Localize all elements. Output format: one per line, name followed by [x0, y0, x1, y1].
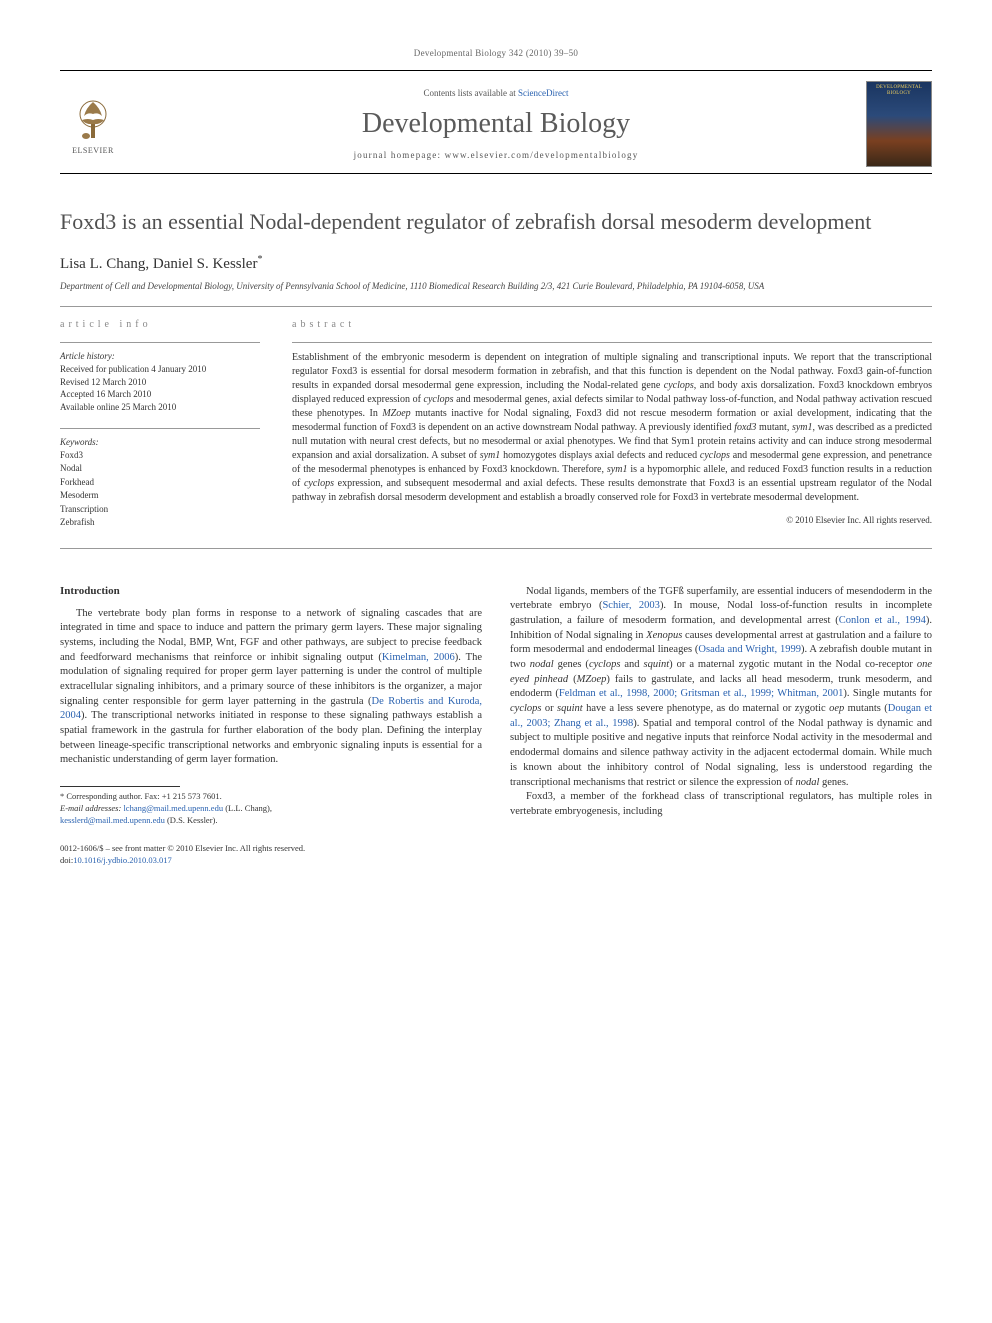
info-top-rule	[60, 306, 932, 307]
cover-label-bottom: BIOLOGY	[887, 91, 911, 96]
keywords-label: Keywords:	[60, 437, 260, 447]
abstract-bottom-rule	[60, 548, 932, 549]
doi-link[interactable]: 10.1016/j.ydbio.2010.03.017	[73, 855, 171, 865]
masthead-bottom-rule	[60, 173, 932, 174]
article-info-column: article info Article history: Received f…	[60, 319, 260, 529]
history-received: Received for publication 4 January 2010	[60, 363, 260, 376]
article-history-label: Article history:	[60, 351, 260, 361]
email-who-1: (L.L. Chang),	[223, 803, 272, 813]
email-line-2: kesslerd@mail.med.upenn.edu (D.S. Kessle…	[60, 815, 482, 827]
article-history-block: Received for publication 4 January 2010 …	[60, 363, 260, 413]
doi-prefix: doi:	[60, 855, 73, 865]
cover-label-top: DEVELOPMENTAL	[876, 85, 922, 90]
abstract-rule	[292, 342, 932, 343]
keyword-item: Foxd3	[60, 449, 260, 463]
body-column-right: Nodal ligands, members of the TGFß super…	[510, 585, 932, 867]
info-abstract-row: article info Article history: Received f…	[60, 319, 932, 529]
elsevier-tree-icon	[68, 94, 118, 144]
ref-derobertis-kuroda-2004[interactable]: De Robertis and Kuroda, 2004	[60, 696, 482, 722]
history-accepted: Accepted 16 March 2010	[60, 388, 260, 401]
abstract-heading: abstract	[292, 319, 932, 330]
abstract-text: Establishment of the embryonic mesoderm …	[292, 351, 932, 505]
affiliation: Department of Cell and Developmental Bio…	[60, 281, 932, 293]
email-line: E-mail addresses: lchang@mail.med.upenn.…	[60, 803, 482, 815]
history-revised: Revised 12 March 2010	[60, 376, 260, 389]
body-columns: Introduction The vertebrate body plan fo…	[60, 585, 932, 867]
article-title: Foxd3 is an essential Nodal-dependent re…	[60, 208, 932, 236]
ref-conlon-1994[interactable]: Conlon et al., 1994	[839, 615, 926, 626]
keywords-list: Foxd3 Nodal Forkhead Mesoderm Transcript…	[60, 449, 260, 530]
footnotes-rule	[60, 786, 180, 787]
intro-paragraph-3: Foxd3, a member of the forkhead class of…	[510, 790, 932, 819]
footnotes: * Corresponding author. Fax: +1 215 573 …	[60, 791, 482, 827]
homepage-url: www.elsevier.com/developmentalbiology	[445, 150, 639, 160]
masthead-center: Contents lists available at ScienceDirec…	[126, 88, 866, 160]
journal-homepage: journal homepage: www.elsevier.com/devel…	[138, 150, 854, 160]
authors-names: Lisa L. Chang, Daniel S. Kessler	[60, 256, 257, 272]
intro-paragraph-1: The vertebrate body plan forms in respon…	[60, 607, 482, 769]
journal-name: Developmental Biology	[138, 108, 854, 140]
ref-feldman-etal[interactable]: Feldman et al., 1998, 2000; Gritsman et …	[559, 688, 844, 699]
intro-paragraph-2: Nodal ligands, members of the TGFß super…	[510, 585, 932, 791]
journal-cover-label: DEVELOPMENTAL BIOLOGY	[867, 85, 931, 96]
email-who-2: (D.S. Kessler).	[165, 815, 218, 825]
abstract-copyright: © 2010 Elsevier Inc. All rights reserved…	[292, 515, 932, 525]
corresponding-author-note: * Corresponding author. Fax: +1 215 573 …	[60, 791, 482, 803]
ref-schier-2003[interactable]: Schier, 2003	[602, 600, 659, 611]
elsevier-logo: ELSEVIER	[60, 88, 126, 160]
running-header: Developmental Biology 342 (2010) 39–50	[60, 48, 932, 58]
article-info-heading: article info	[60, 319, 260, 330]
elsevier-wordmark: ELSEVIER	[72, 146, 114, 155]
abstract-column: abstract Establishment of the embryonic …	[292, 319, 932, 529]
author-marker: *	[257, 254, 262, 265]
front-matter-line: 0012-1606/$ – see front matter © 2010 El…	[60, 843, 482, 855]
homepage-prefix: journal homepage:	[354, 150, 445, 160]
history-online: Available online 25 March 2010	[60, 401, 260, 414]
authors: Lisa L. Chang, Daniel S. Kessler*	[60, 254, 932, 273]
keyword-item: Nodal	[60, 462, 260, 476]
page-root: Developmental Biology 342 (2010) 39–50 E…	[0, 0, 992, 907]
body-text-right: Nodal ligands, members of the TGFß super…	[510, 585, 932, 820]
body-text-left: The vertebrate body plan forms in respon…	[60, 607, 482, 769]
keyword-item: Zebrafish	[60, 516, 260, 530]
email-label: E-mail addresses:	[60, 803, 121, 813]
ref-osada-wright-1999[interactable]: Osada and Wright, 1999	[698, 644, 801, 655]
doi-line: doi:10.1016/j.ydbio.2010.03.017	[60, 855, 482, 867]
email-link-1[interactable]: lchang@mail.med.upenn.edu	[123, 803, 223, 813]
keyword-item: Mesoderm	[60, 489, 260, 503]
keyword-item: Forkhead	[60, 476, 260, 490]
email-link-2[interactable]: kesslerd@mail.med.upenn.edu	[60, 815, 165, 825]
body-column-left: Introduction The vertebrate body plan fo…	[60, 585, 482, 867]
copyright-footer: 0012-1606/$ – see front matter © 2010 El…	[60, 843, 482, 867]
journal-cover-thumbnail: DEVELOPMENTAL BIOLOGY	[866, 81, 932, 167]
info-rule-1	[60, 342, 260, 343]
info-rule-2	[60, 428, 260, 429]
keyword-item: Transcription	[60, 503, 260, 517]
contents-prefix: Contents lists available at	[424, 88, 518, 98]
masthead: ELSEVIER Contents lists available at Sci…	[60, 71, 932, 173]
contents-line: Contents lists available at ScienceDirec…	[138, 88, 854, 98]
sciencedirect-link[interactable]: ScienceDirect	[518, 88, 568, 98]
ref-kimelman-2006[interactable]: Kimelman, 2006	[382, 652, 455, 663]
introduction-heading: Introduction	[60, 585, 482, 597]
